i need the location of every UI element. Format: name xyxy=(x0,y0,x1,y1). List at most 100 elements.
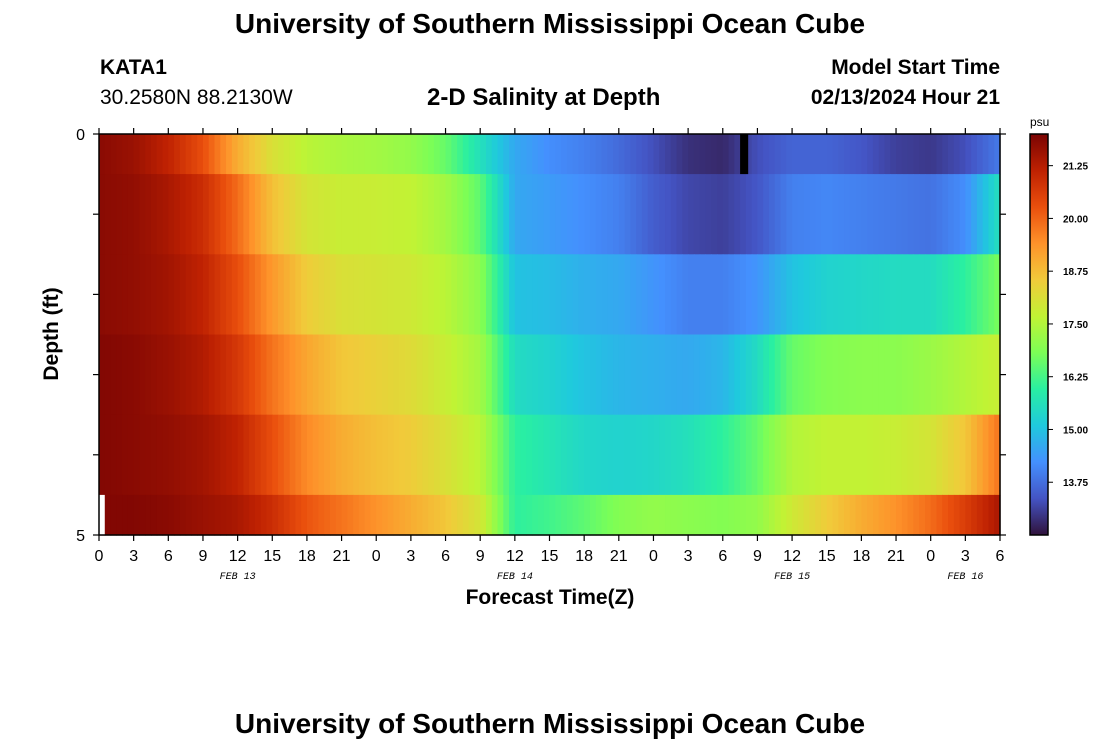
heatmap-cell xyxy=(139,494,146,536)
heatmap-cell xyxy=(930,134,938,175)
heatmap-cell xyxy=(693,414,701,496)
heatmap-cell xyxy=(803,414,811,496)
heatmap-cell xyxy=(162,254,169,336)
x-tick-label: 9 xyxy=(753,548,762,565)
heatmap-cell xyxy=(589,414,597,496)
heatmap-cell xyxy=(641,334,649,416)
heatmap-cell xyxy=(936,254,943,336)
heatmap-cell xyxy=(237,414,244,496)
heatmap-cell xyxy=(468,254,476,336)
heatmap-cell xyxy=(260,334,268,416)
heatmap-cell xyxy=(179,334,187,416)
heatmap-cell xyxy=(295,254,302,336)
heatmap-cell xyxy=(682,134,689,175)
x-tick-label: 15 xyxy=(263,548,281,565)
heatmap-cell xyxy=(872,134,880,175)
heatmap-cell xyxy=(485,254,493,336)
heatmap-cell xyxy=(751,254,759,336)
heatmap-cell xyxy=(670,334,678,416)
heatmap-cell xyxy=(393,134,400,175)
heatmap-cell xyxy=(537,174,545,255)
heatmap-cell xyxy=(243,254,250,336)
x-axis-title: Forecast Time(Z) xyxy=(466,586,635,609)
heatmap-cell xyxy=(699,334,707,416)
heatmap-cell xyxy=(358,334,366,416)
heatmap-cell xyxy=(480,414,487,496)
heatmap-cell xyxy=(872,414,880,496)
heatmap-cell xyxy=(809,174,816,255)
heatmap-cell xyxy=(867,134,874,175)
heatmap-cell xyxy=(861,334,868,416)
heatmap-cell xyxy=(792,494,799,536)
heatmap-cell xyxy=(168,254,175,336)
heatmap-cell xyxy=(555,174,562,255)
heatmap-cell xyxy=(901,334,909,416)
heatmap-cell xyxy=(705,414,712,496)
heatmap-cell xyxy=(826,494,834,536)
heatmap-cell xyxy=(826,134,834,175)
heatmap-cell xyxy=(884,494,891,536)
heatmap-cell xyxy=(364,334,372,416)
heatmap-cell xyxy=(416,134,424,175)
heatmap-cell xyxy=(670,174,678,255)
colorbar-tick-label: 18.75 xyxy=(1063,267,1088,278)
heatmap-cell xyxy=(797,414,805,496)
heatmap-cell xyxy=(416,334,424,416)
heatmap-cell xyxy=(844,174,851,255)
heatmap-cell xyxy=(561,334,568,416)
heatmap-cell xyxy=(919,334,926,416)
heatmap-cells xyxy=(99,134,1001,536)
heatmap-cell xyxy=(330,334,337,416)
heatmap-cell xyxy=(665,254,672,336)
heatmap-cell xyxy=(208,254,216,336)
heatmap-cell xyxy=(763,254,770,336)
heatmap-cell xyxy=(948,494,955,536)
heatmap-cell xyxy=(272,414,279,496)
heatmap-cell xyxy=(306,254,314,336)
heatmap-cell xyxy=(497,254,504,336)
heatmap-cell xyxy=(901,134,909,175)
heatmap-cell xyxy=(214,334,221,416)
heatmap-cell xyxy=(457,334,464,416)
heatmap-cell xyxy=(387,254,395,336)
date-labels: FEB 13 FEB 14 FEB 15 FEB 16 xyxy=(220,572,984,583)
heatmap-cell xyxy=(768,174,776,255)
heatmap-cell xyxy=(485,494,493,536)
heatmap-cell xyxy=(347,254,354,336)
heatmap-cell xyxy=(613,414,620,496)
heatmap-cell xyxy=(312,494,320,536)
heatmap-cell xyxy=(312,254,320,336)
heatmap-cell xyxy=(901,254,909,336)
heatmap-cell xyxy=(168,494,175,536)
heatmap-cell xyxy=(884,174,891,255)
heatmap-cell xyxy=(953,174,961,255)
heatmap-cell xyxy=(376,414,383,496)
heatmap-cell xyxy=(520,334,527,416)
heatmap-cell xyxy=(543,174,551,255)
heatmap-cell xyxy=(364,414,372,496)
heatmap-cell xyxy=(549,134,556,175)
heatmap-cell xyxy=(757,334,764,416)
heatmap-cell xyxy=(670,414,678,496)
heatmap-cell xyxy=(682,174,689,255)
heatmap-cell xyxy=(174,174,181,255)
heatmap-cell xyxy=(127,414,135,496)
heatmap-cell xyxy=(763,134,770,175)
missing-data-cells xyxy=(99,134,749,535)
page-title: University of Southern Mississippi Ocean… xyxy=(234,8,866,39)
x-tick-label: 15 xyxy=(541,548,559,565)
heatmap-cell xyxy=(936,334,943,416)
heatmap-cell xyxy=(353,334,360,416)
heatmap-cell xyxy=(428,134,435,175)
heatmap-cell xyxy=(497,334,504,416)
heatmap-cell xyxy=(410,494,418,536)
heatmap-cell xyxy=(127,494,135,536)
heatmap-cell xyxy=(786,174,793,255)
heatmap-cell xyxy=(936,134,943,175)
heatmap-cell xyxy=(150,414,158,496)
heatmap-cell xyxy=(838,494,845,536)
heatmap-cell xyxy=(774,334,782,416)
heatmap-cell xyxy=(116,254,123,336)
heatmap-cell xyxy=(630,254,637,336)
heatmap-cell xyxy=(913,414,920,496)
